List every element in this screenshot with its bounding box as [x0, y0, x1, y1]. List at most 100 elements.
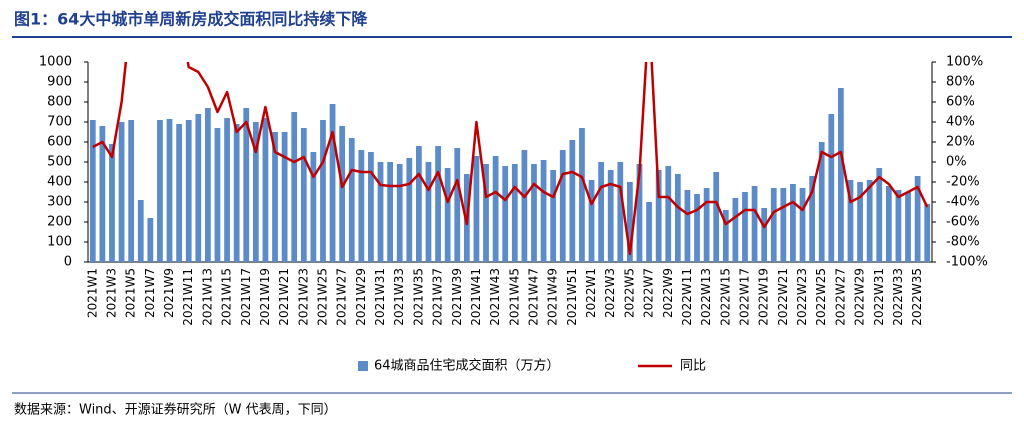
- x-tick-label: 2022W31: [872, 268, 886, 326]
- x-tick-label: 2022W21: [776, 268, 790, 326]
- x-tick-label: 2021W3: [104, 268, 118, 318]
- y2-tick-label: 60%: [946, 95, 975, 110]
- y-tick-label: 1000: [39, 55, 72, 70]
- bar: [885, 186, 892, 262]
- bar: [358, 150, 365, 262]
- bar: [876, 168, 883, 262]
- x-tick-label: 2021W31: [373, 268, 387, 326]
- bar: [435, 146, 441, 262]
- legend-swatch: [358, 361, 368, 371]
- bar: [627, 182, 633, 262]
- x-tick-label: 2022W9: [661, 268, 675, 318]
- x-tick-label: 2022W11: [680, 268, 694, 326]
- bar: [761, 208, 768, 262]
- y2-tick-label: 20%: [946, 135, 975, 150]
- bar: [320, 120, 326, 262]
- bar: [521, 150, 528, 262]
- bar: [492, 156, 499, 262]
- bar: [828, 114, 835, 262]
- x-tick-label: 2022W3: [603, 268, 617, 318]
- x-tick-label: 2021W35: [411, 268, 425, 326]
- bar: [838, 88, 844, 262]
- bar: [799, 188, 806, 262]
- bar: [684, 190, 691, 262]
- x-tick-label: 2021W13: [200, 268, 214, 326]
- bar: [924, 204, 931, 262]
- x-tick-label: 2022W23: [795, 268, 809, 326]
- bar: [905, 192, 911, 262]
- bar: [99, 126, 106, 262]
- bar: [569, 140, 576, 262]
- x-tick-label: 2021W41: [469, 268, 483, 326]
- bar: [185, 120, 192, 262]
- bar: [368, 152, 374, 262]
- bar: [818, 142, 825, 262]
- bar: [233, 124, 240, 262]
- y2-tick-label: 80%: [946, 75, 975, 90]
- bar: [157, 120, 163, 262]
- x-tick-label: 2022W25: [814, 268, 828, 326]
- legend-label: 同比: [680, 359, 706, 374]
- x-tick-label: 2021W29: [354, 268, 368, 326]
- y2-tick-label: -60%: [946, 215, 980, 230]
- bar: [617, 162, 624, 262]
- bar: [895, 190, 902, 262]
- bar: [166, 119, 173, 262]
- x-tick-label: 2021W15: [220, 268, 234, 326]
- x-tick-label: 2021W25: [315, 268, 329, 326]
- bar: [416, 146, 422, 262]
- bar: [387, 162, 393, 262]
- bar: [252, 122, 259, 262]
- bar: [310, 152, 317, 262]
- x-tick-label: 2021W21: [277, 268, 291, 326]
- chart-title: 图1：64大中城市单周新房成交面积同比持续下降: [14, 10, 368, 29]
- bar: [598, 162, 604, 262]
- bar: [243, 108, 250, 262]
- x-tick-label: 2021W45: [507, 268, 521, 326]
- y-tick-label: 800: [47, 95, 72, 110]
- bar: [790, 184, 796, 262]
- bar: [540, 160, 547, 262]
- bar: [655, 170, 662, 262]
- bar: [770, 188, 777, 262]
- x-tick-label: 2021W51: [565, 268, 579, 326]
- bar: [703, 188, 710, 262]
- y-tick-label: 600: [47, 135, 72, 150]
- x-tick-label: 2022W17: [737, 268, 751, 326]
- bar: [396, 164, 403, 262]
- bar: [454, 148, 461, 262]
- y-tick-label: 900: [47, 75, 72, 90]
- bar: [607, 170, 614, 262]
- y2-tick-label: -80%: [946, 235, 980, 250]
- bar: [291, 112, 298, 262]
- x-tick-label: 2021W49: [546, 268, 560, 326]
- bar: [339, 126, 346, 262]
- y-tick-label: 100: [47, 235, 72, 250]
- bar: [579, 128, 585, 262]
- x-tick-label: 2022W13: [699, 268, 713, 326]
- bar: [550, 170, 557, 262]
- x-tick-label: 2021W7: [143, 268, 157, 318]
- bar: [780, 188, 787, 262]
- x-tick-label: 2021W17: [239, 268, 253, 326]
- bar: [262, 118, 269, 262]
- bar: [109, 144, 115, 262]
- x-tick-label: 2021W27: [335, 268, 349, 326]
- x-tick-label: 2022W29: [853, 268, 867, 326]
- bar: [224, 118, 230, 262]
- bar: [646, 202, 652, 262]
- x-tick-label: 2021W37: [431, 268, 445, 326]
- bar: [195, 114, 202, 262]
- y2-tick-label: 100%: [946, 55, 983, 70]
- x-tick-label: 2021W1: [85, 268, 99, 318]
- bar: [176, 124, 182, 262]
- y2-tick-label: -40%: [946, 195, 980, 210]
- x-tick-label: 2021W39: [450, 268, 464, 326]
- bar: [118, 122, 125, 262]
- bar: [847, 180, 854, 262]
- y-tick-label: 500: [47, 155, 72, 170]
- bar: [559, 150, 566, 262]
- legend-label: 64城商品住宅成交面积（万方）: [374, 358, 560, 374]
- bar: [674, 174, 681, 262]
